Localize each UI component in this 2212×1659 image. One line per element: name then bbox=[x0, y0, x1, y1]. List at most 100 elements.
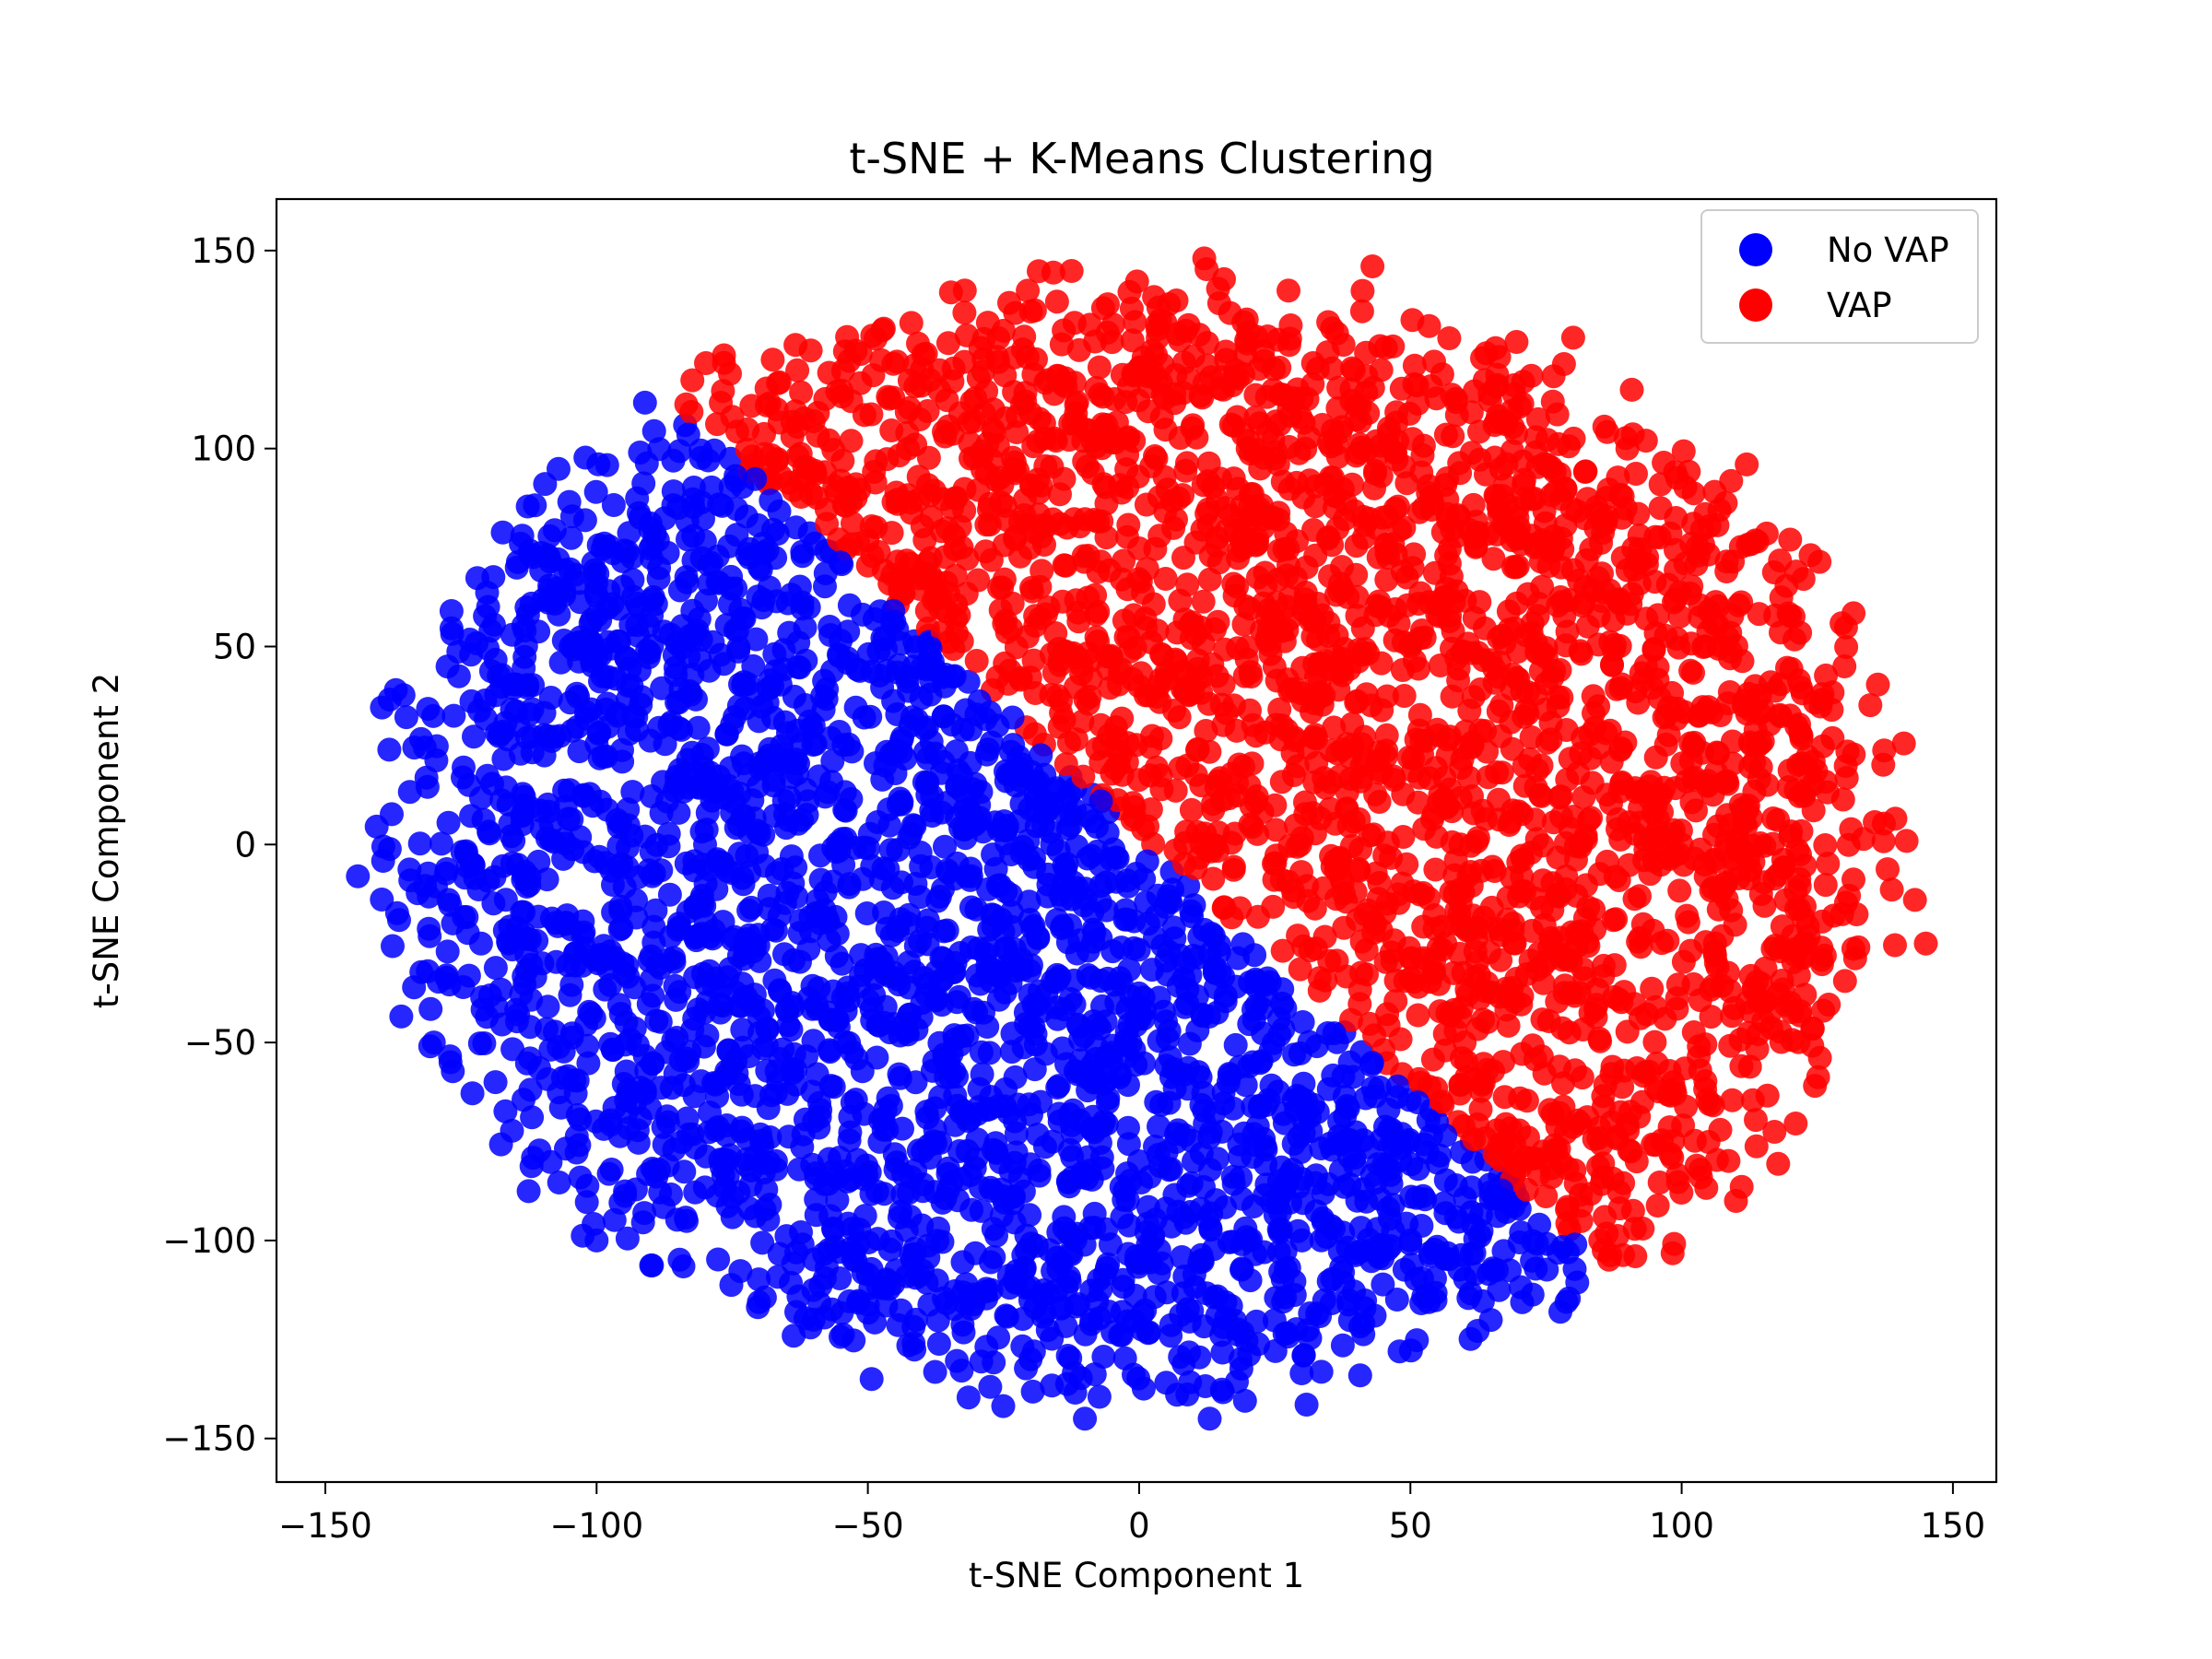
point-vap bbox=[1402, 371, 1427, 396]
point-no-vap bbox=[1100, 939, 1125, 964]
point-no-vap bbox=[693, 764, 718, 789]
point-vap bbox=[1573, 873, 1598, 898]
point-vap bbox=[1719, 468, 1744, 493]
point-no-vap bbox=[650, 676, 675, 700]
point-no-vap bbox=[493, 1099, 518, 1124]
point-no-vap bbox=[1087, 1384, 1112, 1409]
point-no-vap bbox=[744, 627, 769, 652]
point-no-vap bbox=[398, 868, 423, 893]
point-no-vap bbox=[1253, 1137, 1278, 1162]
point-vap bbox=[1510, 865, 1535, 888]
point-no-vap bbox=[568, 1165, 593, 1190]
point-vap bbox=[1594, 486, 1619, 511]
point-no-vap bbox=[665, 771, 689, 795]
point-vap bbox=[1678, 658, 1703, 683]
point-vap bbox=[1573, 459, 1598, 484]
point-no-vap bbox=[745, 818, 770, 843]
point-no-vap bbox=[619, 674, 644, 699]
point-no-vap bbox=[641, 418, 666, 443]
point-no-vap bbox=[1018, 1152, 1042, 1177]
point-no-vap bbox=[640, 864, 665, 888]
point-vap bbox=[843, 338, 868, 363]
point-vap bbox=[1316, 430, 1341, 455]
point-vap bbox=[1813, 873, 1838, 898]
point-vap bbox=[1569, 1182, 1594, 1207]
point-no-vap bbox=[629, 692, 653, 717]
point-no-vap bbox=[1113, 898, 1138, 923]
point-vap bbox=[1770, 935, 1794, 959]
point-no-vap bbox=[418, 996, 443, 1021]
point-vap bbox=[1098, 676, 1123, 700]
point-no-vap bbox=[1147, 1154, 1172, 1179]
point-no-vap bbox=[700, 629, 725, 654]
point-no-vap bbox=[1185, 1018, 1210, 1042]
point-vap bbox=[1717, 680, 1742, 704]
point-no-vap bbox=[683, 621, 708, 646]
point-no-vap bbox=[688, 648, 712, 672]
point-no-vap bbox=[491, 747, 516, 771]
point-vap bbox=[1283, 728, 1308, 753]
point-vap bbox=[1714, 559, 1739, 583]
point-no-vap bbox=[1273, 996, 1298, 1021]
point-vap bbox=[935, 581, 960, 606]
point-vap bbox=[1392, 684, 1417, 708]
point-vap bbox=[1582, 898, 1606, 922]
point-vap bbox=[1830, 787, 1855, 812]
point-vap bbox=[1592, 414, 1617, 439]
point-vap bbox=[766, 371, 791, 395]
point-no-vap bbox=[881, 688, 906, 713]
point-no-vap bbox=[1433, 1168, 1458, 1193]
point-vap bbox=[1033, 602, 1058, 627]
point-vap bbox=[1629, 935, 1653, 959]
point-no-vap bbox=[1308, 1304, 1333, 1328]
point-vap bbox=[1581, 684, 1606, 709]
point-no-vap bbox=[1322, 1021, 1347, 1046]
point-vap bbox=[1408, 1070, 1433, 1095]
point-no-vap bbox=[976, 737, 1001, 762]
point-vap bbox=[1331, 333, 1356, 358]
point-vap bbox=[1682, 730, 1707, 755]
point-vap bbox=[1664, 506, 1688, 530]
point-vap bbox=[1560, 805, 1585, 830]
point-no-vap bbox=[820, 748, 845, 773]
point-vap bbox=[1459, 441, 1484, 465]
point-vap bbox=[1872, 811, 1896, 836]
point-no-vap bbox=[1053, 873, 1078, 898]
point-vap bbox=[1580, 771, 1605, 795]
point-no-vap bbox=[1229, 1165, 1253, 1190]
point-vap bbox=[1083, 329, 1108, 354]
point-vap bbox=[1673, 475, 1698, 500]
point-vap bbox=[1331, 577, 1355, 602]
point-no-vap bbox=[1449, 1242, 1474, 1267]
point-vap bbox=[1665, 1162, 1690, 1187]
point-no-vap bbox=[712, 785, 737, 810]
point-no-vap bbox=[571, 923, 595, 947]
point-vap bbox=[1420, 1047, 1445, 1072]
point-no-vap bbox=[958, 1163, 982, 1187]
point-vap bbox=[1741, 850, 1766, 875]
point-vap bbox=[1671, 949, 1696, 974]
point-no-vap bbox=[1010, 1307, 1035, 1331]
point-vap bbox=[1726, 593, 1751, 618]
point-vap bbox=[1153, 567, 1178, 591]
point-no-vap bbox=[803, 531, 827, 556]
point-no-vap bbox=[644, 1008, 669, 1033]
point-vap bbox=[1368, 594, 1393, 619]
point-vap bbox=[711, 379, 735, 404]
point-vap bbox=[1718, 813, 1743, 838]
point-vap bbox=[1324, 623, 1349, 648]
point-no-vap bbox=[1012, 1255, 1037, 1280]
point-no-vap bbox=[766, 1069, 791, 1093]
point-vap bbox=[1816, 852, 1841, 877]
point-no-vap bbox=[860, 1008, 885, 1033]
point-no-vap bbox=[1456, 1286, 1481, 1311]
point-vap bbox=[1392, 454, 1417, 479]
point-vap bbox=[813, 460, 838, 485]
point-no-vap bbox=[999, 842, 1023, 866]
point-no-vap bbox=[712, 1147, 736, 1171]
point-vap bbox=[1557, 1020, 1582, 1045]
point-vap bbox=[1417, 313, 1441, 338]
point-vap bbox=[1116, 512, 1141, 537]
point-vap bbox=[1568, 1111, 1593, 1135]
point-no-vap bbox=[1098, 1232, 1123, 1257]
